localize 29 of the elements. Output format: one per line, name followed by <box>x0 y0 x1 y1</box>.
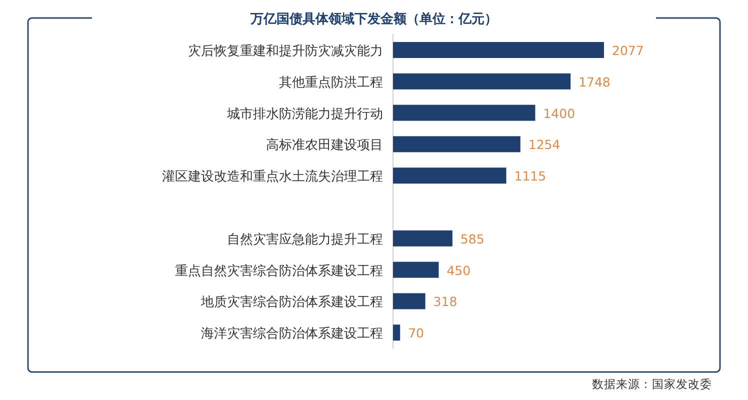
data-label: 70 <box>408 326 424 341</box>
chart-title: 万亿国债具体领域下发金额（单位：亿元） <box>250 11 498 27</box>
source-note: 数据来源：国家发改委 <box>592 377 712 391</box>
data-label: 1748 <box>578 74 610 90</box>
y-tick-label: 灌区建设改造和重点水土流失治理工程 <box>162 168 383 185</box>
data-label: 585 <box>460 231 484 246</box>
data-label: 450 <box>446 262 471 278</box>
bar <box>393 324 400 341</box>
y-tick-label: 灾后恢复重建和提升防灾减灾能力 <box>188 43 383 59</box>
data-label: 2077 <box>612 43 644 58</box>
bar <box>393 293 426 310</box>
bar <box>393 104 536 121</box>
data-label: 1400 <box>543 106 576 121</box>
data-label: 318 <box>433 294 458 310</box>
y-tick-label: 地质灾害综合防治体系建设工程 <box>200 294 383 310</box>
y-tick-label: 重点自然灾害综合防治体系建设工程 <box>175 262 383 279</box>
bar <box>393 262 439 278</box>
y-tick-label: 自然灾害应急能力提升工程 <box>227 231 383 248</box>
bar <box>393 230 452 246</box>
data-label: 1115 <box>514 168 546 184</box>
y-tick-label: 海洋灾害综合防治体系建设工程 <box>201 326 383 342</box>
bar <box>393 168 506 184</box>
bar <box>393 136 520 152</box>
data-label: 1254 <box>528 137 560 152</box>
bar <box>393 73 571 90</box>
bar <box>393 42 604 58</box>
y-tick-label: 城市排水防涝能力提升行动 <box>226 106 383 122</box>
y-tick-label: 高标准农田建设项目 <box>266 137 383 154</box>
y-tick-label: 其他重点防洪工程 <box>279 75 383 90</box>
